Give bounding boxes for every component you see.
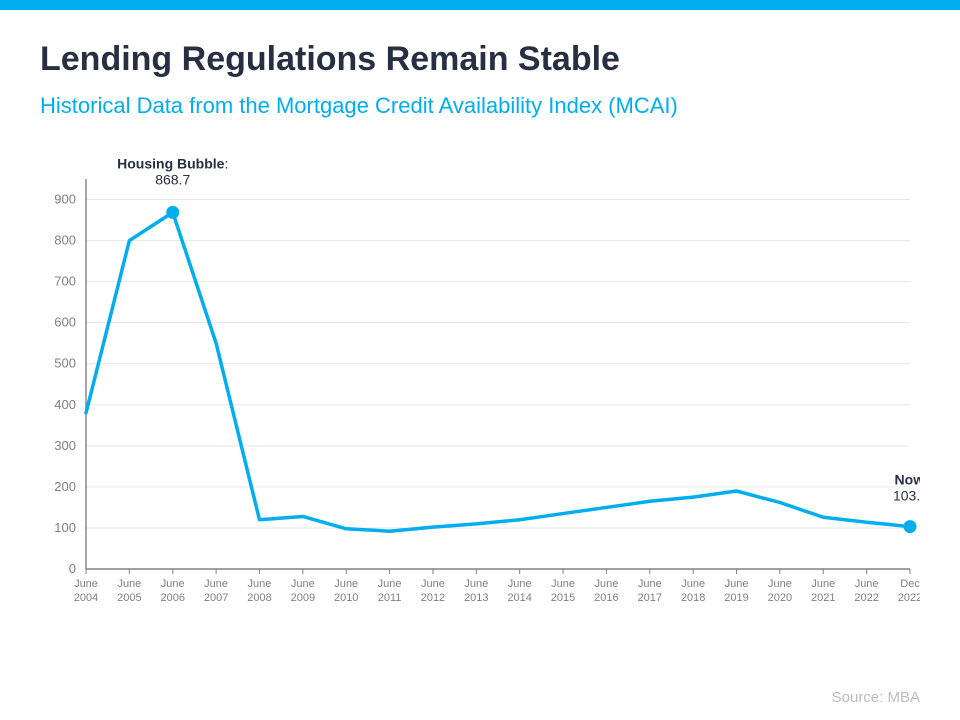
y-tick-label: 100 [54,520,76,535]
x-tick-label: June [855,578,879,590]
x-tick-label: 2022 [898,592,920,604]
y-tick-label: 0 [69,561,76,576]
chart-title: Lending Regulations Remain Stable [40,40,920,79]
x-tick-label: June [725,578,749,590]
annotation-value: 868.7 [155,171,190,187]
x-tick-label: June [378,578,402,590]
y-tick-label: 300 [54,438,76,453]
x-tick-label: 2008 [247,592,271,604]
x-tick-label: 2011 [378,592,402,604]
mcai-line [86,212,910,531]
x-tick-label: 2015 [551,592,575,604]
x-tick-label: Dec [900,578,920,590]
x-tick-label: June [291,578,315,590]
x-tick-label: June [508,578,532,590]
chart-area: 0 100 200 300 400 500 600 700 800 900 June 2004 June… [40,139,920,619]
x-tick-label: 2004 [74,592,98,604]
annotation-label: Now: [895,472,920,488]
x-tick-label: June [74,578,98,590]
y-tick-label: 700 [54,274,76,289]
x-tick-label: 2005 [117,592,141,604]
chart-container: Lending Regulations Remain Stable Histor… [0,10,960,639]
line-chart-svg: 0 100 200 300 400 500 600 700 800 900 June 2004 June… [40,139,920,619]
x-tick-label: 2021 [811,592,835,604]
y-tick-label: 900 [54,192,76,207]
annotation-value: 103.3 [893,488,920,504]
y-tick-label: 500 [54,356,76,371]
x-tick-label: June [594,578,618,590]
top-accent-bar [0,0,960,10]
x-tick-label: June [117,578,141,590]
x-tick-label: June [811,578,835,590]
x-tick-label: June [768,578,792,590]
data-point-marker [904,521,916,533]
x-tick-label: 2018 [681,592,705,604]
x-tick-label: June [204,578,228,590]
x-tick-label: 2007 [204,592,228,604]
x-tick-label: 2010 [334,592,358,604]
x-tick-label: 2020 [768,592,792,604]
y-tick-label: 400 [54,397,76,412]
x-tick-label: 2013 [464,592,488,604]
data-point-marker [167,206,179,218]
x-tick-label: June [638,578,662,590]
x-tick-label: 2009 [291,592,315,604]
x-tick-label: June [464,578,488,590]
x-tick-label: 2022 [854,592,878,604]
x-tick-label: June [334,578,358,590]
x-tick-label: June [161,578,185,590]
source-attribution: Source: MBA [832,689,920,706]
x-tick-label: 2014 [507,592,531,604]
x-tick-label: June [681,578,705,590]
x-tick-label: 2006 [160,592,184,604]
x-tick-label: 2016 [594,592,618,604]
y-tick-label: 200 [54,479,76,494]
x-tick-label: June [248,578,272,590]
annotation-label: Housing Bubble: [117,155,228,171]
x-tick-label: June [551,578,575,590]
y-tick-label: 800 [54,233,76,248]
x-tick-label: 2019 [724,592,748,604]
chart-subtitle: Historical Data from the Mortgage Credit… [40,93,920,119]
x-tick-label: 2012 [421,592,445,604]
x-tick-label: 2017 [638,592,662,604]
y-tick-label: 600 [54,315,76,330]
x-tick-label: June [421,578,445,590]
